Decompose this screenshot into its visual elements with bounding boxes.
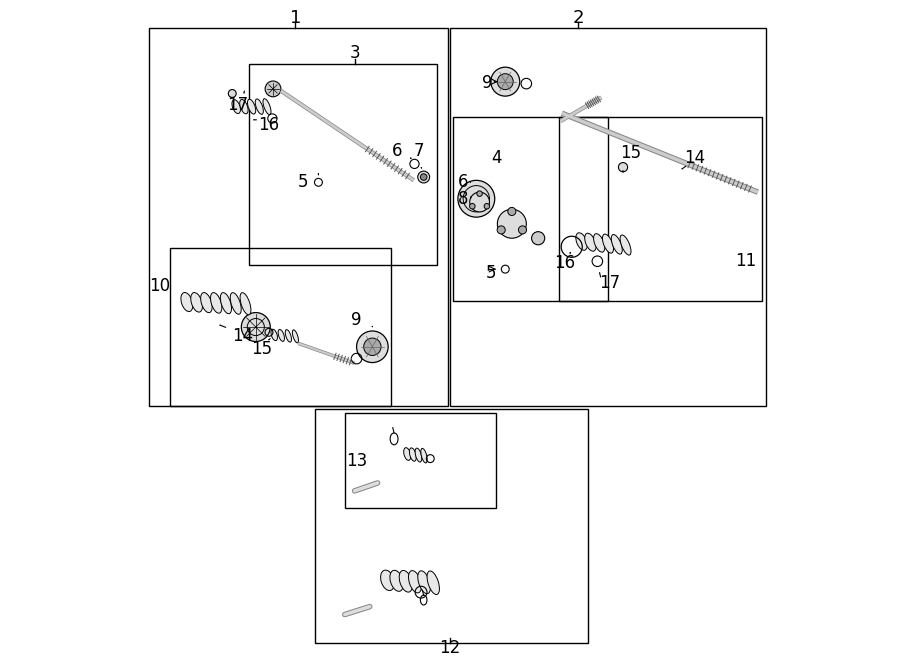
Ellipse shape [585, 233, 596, 251]
Ellipse shape [191, 293, 202, 312]
Ellipse shape [239, 99, 248, 114]
Circle shape [458, 180, 495, 217]
Text: 6: 6 [392, 141, 402, 160]
Bar [450, 28, 766, 406]
Ellipse shape [576, 233, 588, 251]
Text: 14: 14 [684, 149, 706, 167]
Text: 5: 5 [297, 173, 308, 190]
Text: 3: 3 [349, 44, 360, 61]
Circle shape [508, 208, 516, 215]
Ellipse shape [232, 100, 240, 114]
Ellipse shape [278, 329, 284, 341]
Circle shape [364, 338, 381, 356]
Circle shape [241, 313, 270, 342]
Circle shape [498, 73, 513, 90]
Ellipse shape [292, 330, 299, 343]
Ellipse shape [620, 235, 631, 255]
Ellipse shape [230, 293, 241, 314]
Ellipse shape [201, 293, 212, 313]
Circle shape [477, 191, 482, 196]
Ellipse shape [404, 447, 410, 460]
Text: 11: 11 [735, 253, 757, 270]
Circle shape [518, 226, 526, 234]
Ellipse shape [181, 293, 193, 311]
Text: 9: 9 [482, 74, 492, 92]
Ellipse shape [285, 330, 292, 342]
Bar [249, 64, 436, 264]
Text: 6: 6 [458, 173, 468, 191]
Circle shape [418, 171, 429, 183]
Bar [559, 116, 762, 301]
Bar [345, 412, 496, 508]
Ellipse shape [220, 293, 231, 314]
Ellipse shape [428, 571, 439, 594]
Circle shape [497, 226, 505, 234]
Text: 10: 10 [148, 276, 170, 295]
Text: 12: 12 [439, 639, 461, 657]
Ellipse shape [410, 448, 416, 461]
Ellipse shape [381, 570, 394, 590]
Ellipse shape [271, 329, 277, 340]
Ellipse shape [248, 99, 256, 114]
Text: 1: 1 [290, 9, 302, 27]
Ellipse shape [409, 570, 421, 593]
Text: 5: 5 [485, 264, 496, 282]
Circle shape [356, 331, 388, 363]
Circle shape [498, 210, 526, 238]
Ellipse shape [240, 293, 251, 315]
Text: 17: 17 [598, 274, 620, 292]
Circle shape [266, 81, 281, 97]
Circle shape [484, 204, 490, 209]
Text: 4: 4 [491, 149, 501, 167]
Ellipse shape [415, 448, 422, 462]
Text: 15: 15 [620, 143, 641, 162]
Circle shape [532, 231, 544, 245]
Ellipse shape [421, 448, 428, 463]
Text: 7: 7 [413, 141, 424, 160]
Bar [148, 28, 448, 406]
Text: 13: 13 [346, 451, 367, 469]
Circle shape [470, 204, 475, 209]
Bar [454, 116, 608, 301]
Ellipse shape [390, 570, 403, 592]
Ellipse shape [263, 98, 271, 114]
Circle shape [491, 67, 519, 96]
Text: 8: 8 [458, 190, 468, 208]
Ellipse shape [400, 570, 412, 592]
Text: 9: 9 [351, 311, 362, 329]
Ellipse shape [418, 571, 430, 594]
Ellipse shape [611, 235, 622, 254]
Ellipse shape [602, 234, 614, 253]
Ellipse shape [256, 99, 264, 114]
Circle shape [420, 174, 427, 180]
Ellipse shape [594, 233, 605, 253]
Bar [315, 409, 589, 642]
Circle shape [470, 192, 490, 212]
Text: 14: 14 [232, 327, 253, 344]
Text: 15: 15 [250, 340, 272, 358]
Text: 16: 16 [258, 116, 279, 134]
Circle shape [229, 89, 236, 97]
Text: 2: 2 [572, 9, 584, 27]
Bar [170, 248, 391, 406]
Ellipse shape [211, 293, 221, 313]
Text: 16: 16 [554, 254, 575, 272]
Circle shape [618, 163, 627, 172]
Text: 17: 17 [228, 97, 248, 114]
